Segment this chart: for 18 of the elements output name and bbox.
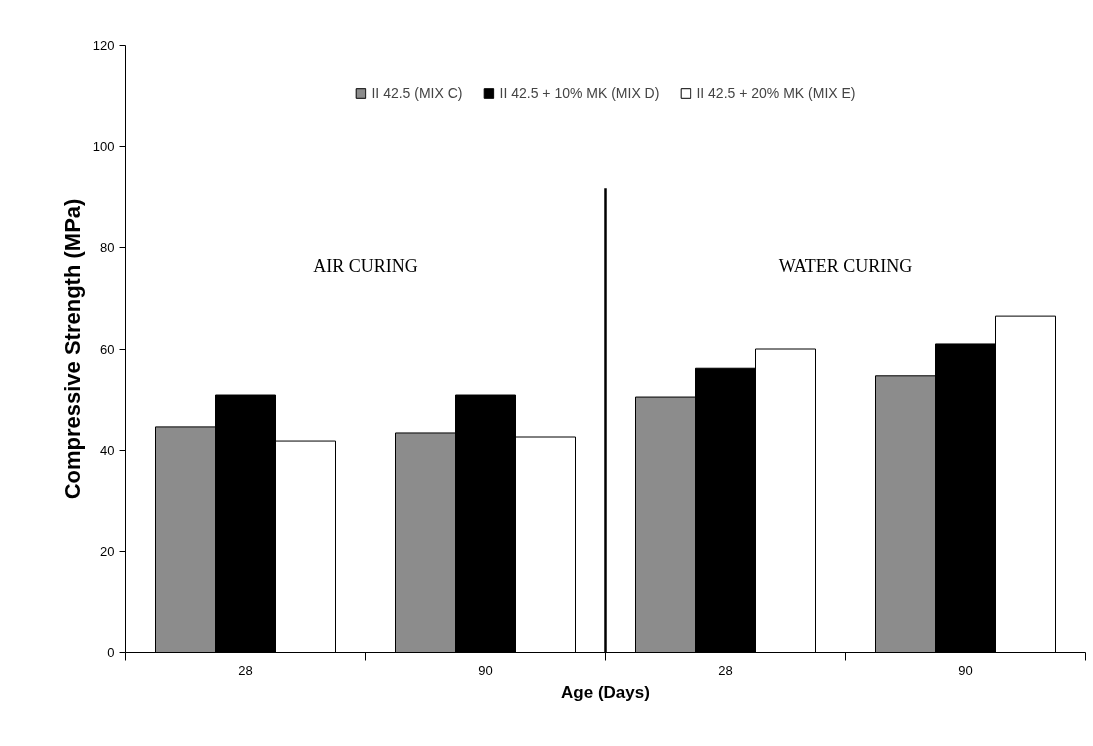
- x-tick-label: 90: [478, 662, 493, 678]
- x-axis-title: Age (Days): [561, 682, 650, 702]
- legend-label: II 42.5 + 10% MK (MIX D): [499, 85, 660, 101]
- y-axis-title: Compressive Strength (MPa): [59, 198, 85, 500]
- annotation: WATER CURING: [778, 256, 913, 277]
- x-tick-label: 28: [718, 662, 733, 678]
- legend-label: II 42.5 (MIX C): [371, 85, 463, 101]
- x-tick-label: 90: [958, 662, 973, 678]
- y-tick-label: 20: [100, 543, 115, 559]
- annotation: AIR CURING: [313, 256, 418, 277]
- y-tick-label: 120: [92, 38, 115, 53]
- y-tick-label: 40: [100, 442, 115, 458]
- x-tick-label: 28: [238, 662, 253, 678]
- legend-label: II 42.5 + 20% MK (MIX E): [696, 85, 856, 101]
- y-tick-label: 0: [107, 645, 115, 660]
- y-tick-label: 80: [100, 240, 115, 256]
- y-tick-label: 100: [92, 139, 115, 155]
- y-tick-label: 60: [100, 341, 115, 357]
